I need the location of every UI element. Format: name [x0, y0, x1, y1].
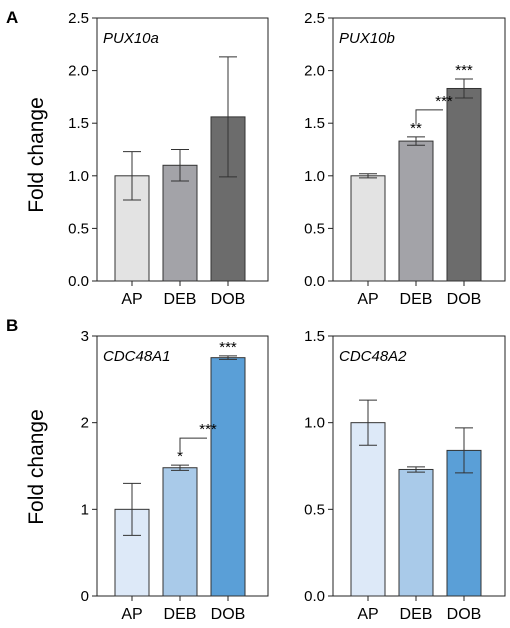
significance-label: *** — [455, 62, 473, 79]
y-tick-label: 1.0 — [304, 168, 325, 185]
y-tick-label: 2.0 — [304, 63, 325, 80]
x-tick-label: AP — [121, 606, 142, 623]
y-tick-label: 1.0 — [68, 168, 89, 185]
chart-title: CDC48A2 — [339, 348, 407, 365]
significance-label: *** — [219, 339, 237, 356]
y-tick-label: 2.5 — [68, 10, 89, 27]
y-tick-label: 3 — [81, 328, 89, 345]
x-tick-label: DOB — [447, 291, 482, 308]
y-tick-label: 1.5 — [304, 328, 325, 345]
x-tick-label: DEB — [164, 606, 197, 623]
y-tick-label: 1.0 — [304, 415, 325, 432]
x-tick-label: AP — [357, 606, 378, 623]
bar — [350, 422, 386, 597]
bar — [446, 449, 482, 597]
bar — [162, 164, 198, 282]
chart-title: CDC48A1 — [103, 348, 171, 365]
y-tick-label: 0.0 — [68, 273, 89, 290]
significance-label: ** — [410, 120, 422, 137]
x-tick-label: DOB — [211, 606, 246, 623]
significance-bracket — [179, 437, 207, 453]
x-tick-label: AP — [121, 291, 142, 308]
y-tick-label: 0.5 — [304, 220, 325, 237]
significance-label: * — [177, 448, 183, 465]
bar — [398, 468, 434, 597]
x-tick-label: DOB — [211, 291, 246, 308]
x-tick-label: DEB — [164, 291, 197, 308]
chart-title: PUX10b — [339, 30, 395, 47]
y-tick-label: 1 — [81, 501, 89, 518]
bar — [162, 467, 198, 597]
bar — [398, 140, 434, 282]
significance-label: *** — [199, 421, 217, 438]
x-tick-label: AP — [357, 291, 378, 308]
chart-title: PUX10a — [103, 30, 159, 47]
bar — [446, 87, 482, 282]
x-tick-label: DEB — [400, 606, 433, 623]
y-tick-label: 2.5 — [304, 10, 325, 27]
x-tick-label: DEB — [400, 291, 433, 308]
x-tick-label: DOB — [447, 606, 482, 623]
y-tick-label: 0.0 — [304, 273, 325, 290]
bar — [350, 175, 386, 282]
y-tick-label: 1.5 — [304, 115, 325, 132]
bar — [210, 357, 246, 597]
y-tick-label: 1.5 — [68, 115, 89, 132]
significance-bracket — [415, 109, 443, 124]
panel-label-a: A — [6, 8, 19, 27]
y-tick-label: 2 — [81, 415, 89, 432]
y-tick-label: 0.5 — [304, 501, 325, 518]
y-tick-label: 0 — [81, 588, 89, 605]
y-tick-label: 0.0 — [304, 588, 325, 605]
panel-label-b: B — [6, 316, 19, 335]
y-tick-label: 2.0 — [68, 63, 89, 80]
significance-label: *** — [435, 93, 453, 110]
y-tick-label: 0.5 — [68, 220, 89, 237]
